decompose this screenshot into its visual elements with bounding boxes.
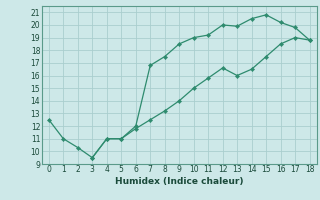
X-axis label: Humidex (Indice chaleur): Humidex (Indice chaleur): [115, 177, 244, 186]
